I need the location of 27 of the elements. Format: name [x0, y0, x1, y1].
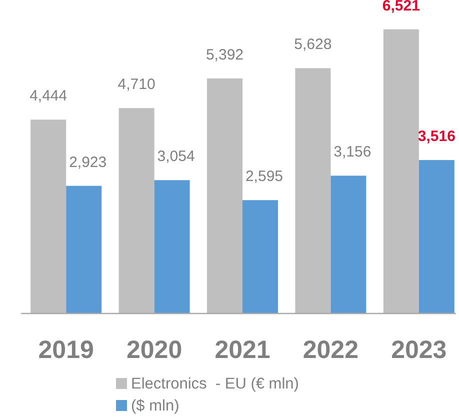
data-label: 3,054 [157, 148, 195, 166]
x-tick-label: 2021 [214, 336, 270, 364]
data-label: 4,710 [118, 76, 156, 94]
data-label: 5,628 [294, 36, 332, 54]
legend-label: ($ mln) [131, 398, 180, 414]
x-tick-label: 2019 [38, 336, 94, 364]
data-label: 2,595 [245, 168, 284, 186]
bar [66, 186, 102, 313]
bar [118, 108, 154, 313]
data-label: 3,156 [334, 144, 372, 161]
data-label: 4,444 [30, 88, 68, 105]
bar [383, 29, 419, 313]
bar [295, 68, 331, 313]
bar [30, 120, 66, 313]
data-label: 5,392 [206, 46, 244, 64]
bar [154, 180, 190, 313]
data-label: 6,521 [382, 0, 420, 14]
x-tick-label: 2023 [391, 336, 447, 364]
x-tick-label: 2020 [126, 336, 182, 364]
bar [242, 200, 278, 313]
data-label: 3,516 [418, 128, 456, 146]
data-label: 2,923 [69, 154, 107, 171]
legend-label: Electronics - EU (€ mln) [131, 376, 299, 392]
x-tick-label: 2022 [302, 336, 359, 364]
bar [418, 160, 454, 313]
bar [207, 78, 242, 313]
bar [330, 176, 366, 313]
